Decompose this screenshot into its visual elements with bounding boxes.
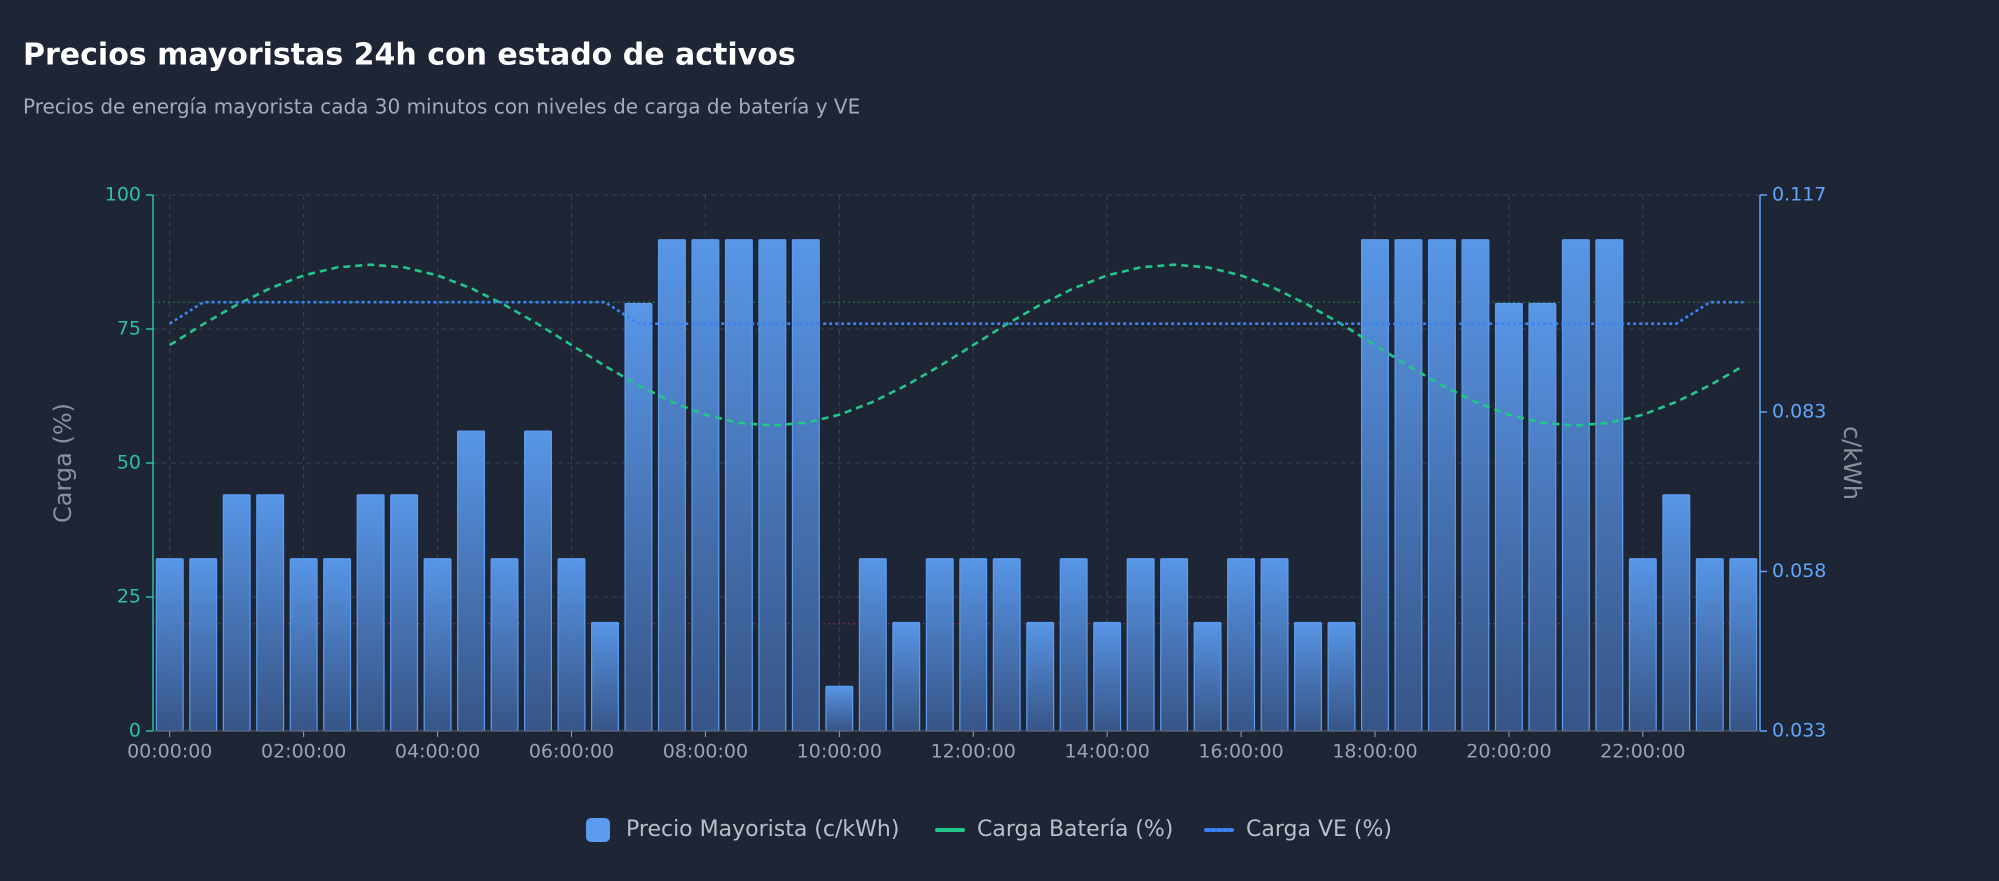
bar [390, 494, 419, 732]
bar [1193, 621, 1222, 732]
bar [590, 621, 619, 732]
x-tick-label: 08:00:00 [663, 741, 748, 763]
bar [657, 239, 686, 732]
bar [1394, 239, 1423, 732]
x-tick-label: 14:00:00 [1064, 741, 1149, 763]
y2-tick-label: 0.033 [1772, 720, 1826, 742]
bar [1059, 558, 1088, 732]
bar [1494, 302, 1523, 732]
bar [758, 239, 787, 732]
y2-tick-label: 0.117 [1772, 184, 1826, 206]
x-tick-label: 16:00:00 [1198, 741, 1283, 763]
bar [1628, 558, 1657, 732]
bar [1595, 239, 1624, 732]
y-tick-label: 75 [117, 318, 141, 340]
bar [1126, 558, 1155, 732]
bar [1695, 558, 1724, 732]
bar [1528, 302, 1557, 732]
bar [959, 558, 988, 732]
x-tick-label: 12:00:00 [931, 741, 1016, 763]
bar [222, 494, 251, 732]
legend-swatch [586, 818, 610, 842]
bar [1160, 558, 1189, 732]
bar [356, 494, 385, 732]
y-tick-label: 0 [129, 720, 141, 742]
bar [457, 430, 486, 732]
bar [791, 239, 820, 732]
bar [189, 558, 218, 732]
line-series [169, 300, 1744, 325]
bar [1093, 621, 1122, 732]
bar [825, 685, 854, 732]
y-axis-title: Carga (%) [49, 403, 77, 523]
bar [1260, 558, 1289, 732]
legend-label: Carga Batería (%) [977, 817, 1173, 842]
chart-title: Precios mayoristas 24h con estado de act… [23, 38, 796, 73]
bar [423, 558, 452, 732]
bar [490, 558, 519, 732]
bar [925, 558, 954, 732]
bar [1729, 558, 1758, 732]
bar [1026, 621, 1055, 732]
x-tick-label: 04:00:00 [395, 741, 480, 763]
bar [557, 558, 586, 732]
bar [858, 558, 887, 732]
bar [1294, 621, 1323, 732]
y-tick-label: 100 [105, 184, 141, 206]
bar [1662, 494, 1691, 732]
y-tick-label: 50 [117, 452, 141, 474]
line-series [169, 263, 1744, 427]
x-tick-label: 06:00:00 [529, 741, 614, 763]
bar [892, 621, 921, 732]
bar [1327, 621, 1356, 732]
bar [724, 239, 753, 732]
bar [289, 558, 318, 732]
bar [992, 558, 1021, 732]
bar [1360, 239, 1389, 732]
bar [155, 558, 184, 732]
bar [624, 302, 653, 732]
y2-tick-label: 0.058 [1772, 560, 1826, 582]
x-tick-label: 22:00:00 [1600, 741, 1685, 763]
x-tick-label: 10:00:00 [797, 741, 882, 763]
bar [1427, 239, 1456, 732]
bar [524, 430, 553, 732]
x-tick-label: 02:00:00 [261, 741, 346, 763]
bar [323, 558, 352, 732]
x-tick-label: 20:00:00 [1466, 741, 1551, 763]
bar [1227, 558, 1256, 732]
legend-label: Precio Mayorista (c/kWh) [626, 817, 899, 842]
bar [691, 239, 720, 732]
y2-tick-label: 0.083 [1772, 400, 1826, 422]
bar [1561, 239, 1590, 732]
y-tick-label: 25 [117, 586, 141, 608]
x-tick-label: 18:00:00 [1332, 741, 1417, 763]
bar [256, 494, 285, 732]
x-tick-label: 00:00:00 [127, 741, 212, 763]
legend-label: Carga VE (%) [1246, 817, 1392, 842]
y2-axis-title: c/kWh [1838, 426, 1866, 500]
chart-subtitle: Precios de energía mayorista cada 30 min… [23, 95, 860, 119]
bar [1461, 239, 1490, 732]
